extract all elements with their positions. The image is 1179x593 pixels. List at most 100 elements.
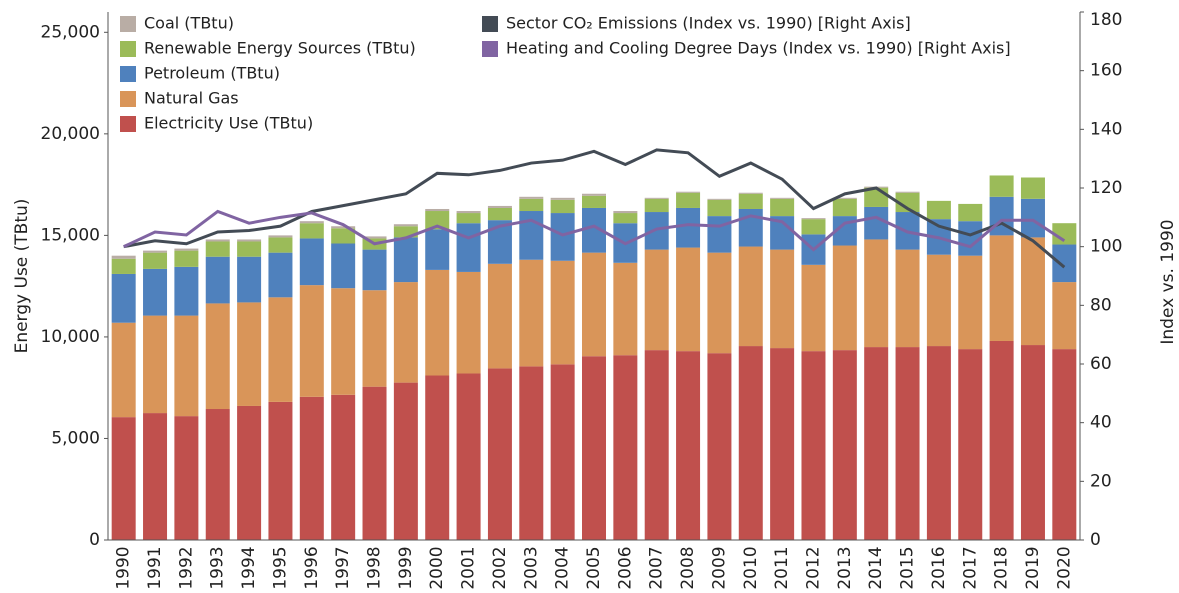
bar-segment <box>582 193 606 196</box>
bar-segment <box>801 219 826 235</box>
bar-segment <box>958 255 983 350</box>
y2-tick-label: 40 <box>1090 413 1112 433</box>
bar-segment <box>143 252 168 269</box>
y2-tick-label: 80 <box>1090 295 1112 315</box>
bar-segment <box>1052 244 1077 283</box>
y2-tick-label: 60 <box>1090 354 1112 374</box>
bar-segment <box>676 191 701 193</box>
bar-segment <box>331 288 356 395</box>
x-tick-label: 2001 <box>459 546 479 589</box>
bar-segment <box>613 262 638 356</box>
bar-segment <box>268 401 293 540</box>
bar-segment <box>174 266 199 316</box>
y-axis-title: Energy Use (TBtu) <box>12 199 32 354</box>
x-tick-label: 1992 <box>176 546 196 589</box>
bar-segment <box>519 198 544 212</box>
legend-swatch <box>482 41 498 57</box>
bar-segment <box>456 213 481 224</box>
bar-segment <box>989 340 1014 540</box>
bar-segment <box>550 213 575 261</box>
x-tick-label: 1997 <box>333 546 353 589</box>
legend-swatch <box>120 41 136 57</box>
bar-segment <box>362 290 387 387</box>
bar-segment <box>237 405 262 540</box>
x-tick-label: 2013 <box>835 546 855 589</box>
x-tick-label: 2006 <box>615 546 635 589</box>
bar-segment <box>111 322 136 418</box>
bar-segment <box>425 208 450 212</box>
bar-segment <box>393 226 418 238</box>
bar-segment <box>205 241 230 257</box>
bar-segment <box>237 241 262 257</box>
legend-swatch <box>120 16 136 32</box>
bar-segment <box>707 216 732 253</box>
bar-segment <box>362 386 387 540</box>
bar-segment <box>519 196 544 199</box>
bar-segment <box>832 198 857 217</box>
bar-segment <box>268 252 293 298</box>
legend-label: Heating and Cooling Degree Days (Index v… <box>506 39 1011 58</box>
bar-segment <box>644 198 669 213</box>
bar-segment <box>1052 223 1077 245</box>
bar-segment <box>613 213 638 224</box>
bar-segment <box>393 282 418 383</box>
bar-segment <box>676 351 701 540</box>
bar-segment <box>487 205 512 208</box>
bar-segment <box>299 238 324 286</box>
y2-tick-label: 160 <box>1090 61 1122 81</box>
bar-segment <box>425 211 450 230</box>
bar-segment <box>801 351 826 540</box>
line-series <box>123 148 1066 269</box>
x-tick-label: 1998 <box>365 546 385 589</box>
x-tick-label: 2011 <box>772 546 792 589</box>
bar-segment <box>268 237 293 253</box>
bar-segment <box>519 211 544 260</box>
bar-segment <box>550 199 575 214</box>
x-tick-label: 2004 <box>553 546 573 589</box>
bar-segment <box>237 256 262 303</box>
bar-segment <box>738 192 763 194</box>
bar-segment <box>550 260 575 365</box>
bar-segment <box>676 207 701 248</box>
y2-tick-label: 140 <box>1090 119 1122 139</box>
bar-segment <box>895 249 920 348</box>
bar-segment <box>174 248 199 251</box>
bar-segment <box>989 235 1014 341</box>
x-tick-label: 2002 <box>490 546 510 589</box>
bar-segment <box>707 198 732 200</box>
bar-segment <box>299 396 324 540</box>
bar-segment <box>425 375 450 540</box>
bar-segment <box>644 212 669 250</box>
x-tick-label: 2012 <box>803 546 823 589</box>
y-tick-label: 25,000 <box>41 22 100 42</box>
bar-segment <box>676 192 701 208</box>
bar-segment <box>205 303 230 410</box>
bar-segment <box>174 416 199 540</box>
legend-label: Sector CO₂ Emissions (Index vs. 1990) [R… <box>506 14 911 33</box>
bar-segment <box>1020 237 1045 346</box>
y-tick-label: 15,000 <box>41 225 100 245</box>
x-tick-label: 2019 <box>1023 546 1043 589</box>
x-tick-label: 1993 <box>208 546 228 589</box>
bar-segment <box>707 199 732 217</box>
y-tick-label: 10,000 <box>41 327 100 347</box>
bar-segment <box>143 413 168 540</box>
x-tick-label: 1990 <box>114 546 134 589</box>
bar-segment <box>1020 345 1045 540</box>
legend-swatch <box>120 66 136 82</box>
x-tick-label: 2005 <box>584 546 604 589</box>
y-tick-label: 0 <box>89 530 100 550</box>
bar-segment <box>738 246 763 347</box>
x-tick-label: 2007 <box>647 546 667 589</box>
x-tick-label: 1999 <box>396 546 416 589</box>
bar-segment <box>644 249 669 351</box>
bar-segment <box>864 206 889 240</box>
legend-label: Natural Gas <box>144 89 239 108</box>
legend-swatch <box>482 16 498 32</box>
legend-label: Petroleum (TBtu) <box>144 64 280 83</box>
bar-segment <box>362 249 387 291</box>
x-tick-label: 1996 <box>302 546 322 589</box>
bar-segment <box>425 269 450 376</box>
bar-segment <box>644 197 669 199</box>
